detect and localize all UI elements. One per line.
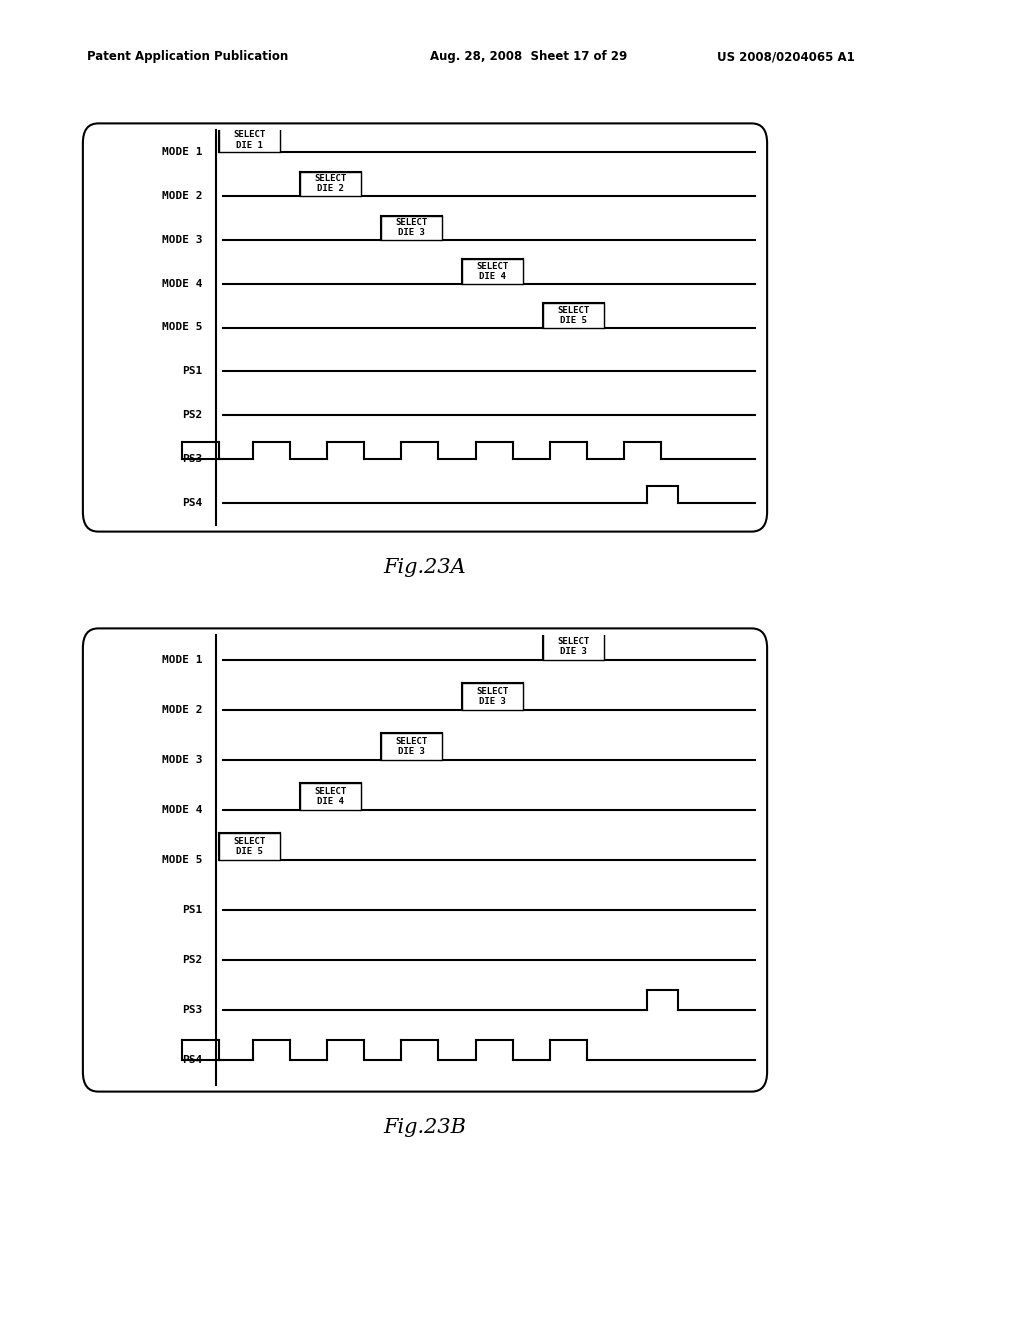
- Text: PS3: PS3: [182, 1005, 203, 1015]
- FancyBboxPatch shape: [462, 260, 522, 284]
- Text: SELECT
DIE 2: SELECT DIE 2: [314, 174, 347, 194]
- FancyBboxPatch shape: [381, 215, 441, 240]
- Text: MODE 3: MODE 3: [162, 755, 203, 766]
- FancyBboxPatch shape: [219, 833, 281, 861]
- FancyBboxPatch shape: [300, 783, 361, 810]
- FancyBboxPatch shape: [381, 733, 441, 760]
- FancyBboxPatch shape: [219, 128, 281, 152]
- Text: PS4: PS4: [182, 1055, 203, 1065]
- Text: MODE 2: MODE 2: [162, 191, 203, 201]
- FancyBboxPatch shape: [300, 172, 361, 195]
- Text: US 2008/0204065 A1: US 2008/0204065 A1: [717, 50, 855, 63]
- FancyBboxPatch shape: [543, 632, 603, 660]
- Text: PS4: PS4: [182, 498, 203, 508]
- Text: SELECT
DIE 4: SELECT DIE 4: [476, 261, 509, 281]
- Text: SELECT
DIE 3: SELECT DIE 3: [395, 737, 428, 756]
- Text: MODE 2: MODE 2: [162, 705, 203, 715]
- FancyBboxPatch shape: [543, 304, 603, 327]
- Text: SELECT
DIE 3: SELECT DIE 3: [557, 636, 590, 656]
- Text: MODE 1: MODE 1: [162, 147, 203, 157]
- Text: Patent Application Publication: Patent Application Publication: [87, 50, 289, 63]
- Text: PS2: PS2: [182, 954, 203, 965]
- Text: MODE 4: MODE 4: [162, 805, 203, 814]
- Text: MODE 1: MODE 1: [162, 655, 203, 665]
- Text: SELECT
DIE 4: SELECT DIE 4: [314, 787, 347, 807]
- Text: MODE 4: MODE 4: [162, 279, 203, 289]
- Text: Fig.23A: Fig.23A: [384, 558, 466, 577]
- Text: SELECT
DIE 5: SELECT DIE 5: [557, 306, 590, 325]
- Text: MODE 5: MODE 5: [162, 855, 203, 865]
- Text: SELECT
DIE 3: SELECT DIE 3: [476, 686, 509, 706]
- Text: PS3: PS3: [182, 454, 203, 465]
- Text: SELECT
DIE 1: SELECT DIE 1: [233, 131, 266, 149]
- Text: SELECT
DIE 5: SELECT DIE 5: [233, 837, 266, 855]
- Text: Fig.23B: Fig.23B: [383, 1118, 467, 1137]
- Text: Aug. 28, 2008  Sheet 17 of 29: Aug. 28, 2008 Sheet 17 of 29: [430, 50, 628, 63]
- FancyBboxPatch shape: [462, 682, 522, 710]
- Text: MODE 3: MODE 3: [162, 235, 203, 244]
- Text: PS2: PS2: [182, 411, 203, 420]
- Text: SELECT
DIE 3: SELECT DIE 3: [395, 218, 428, 238]
- Text: PS1: PS1: [182, 906, 203, 915]
- Text: PS1: PS1: [182, 367, 203, 376]
- Text: MODE 5: MODE 5: [162, 322, 203, 333]
